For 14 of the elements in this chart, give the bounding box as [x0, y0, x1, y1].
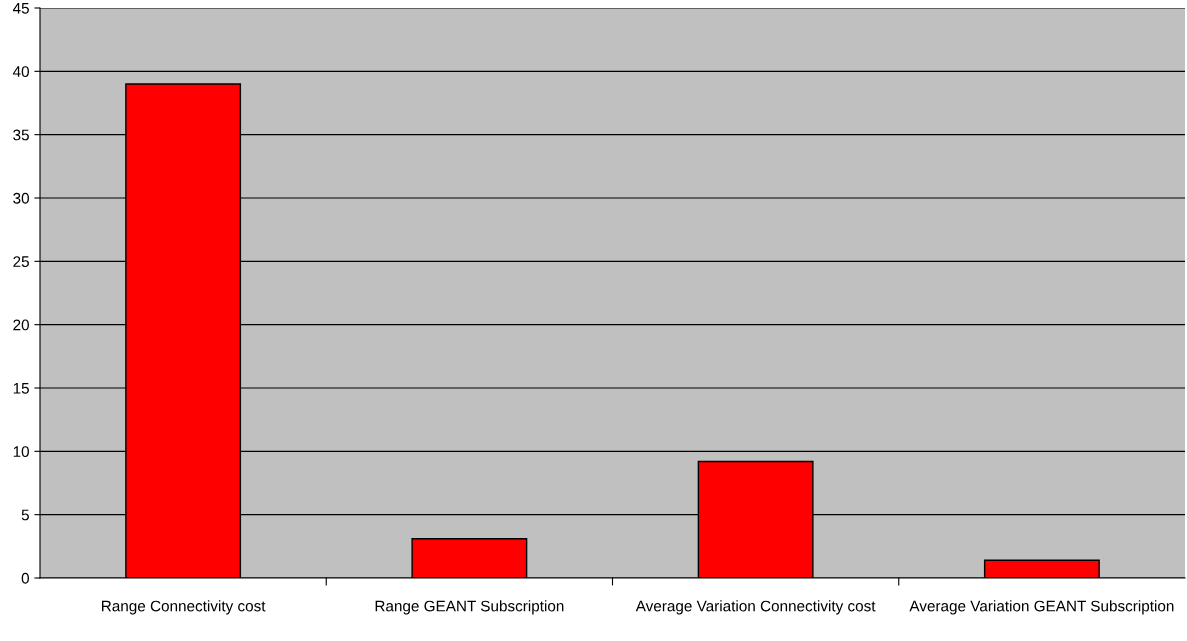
x-tick-label: Average Variation GEANT Subscription [909, 600, 1174, 615]
x-tick-label: Average Variation Connectivity cost [635, 600, 876, 615]
y-tick-label: 0 [21, 572, 29, 584]
y-tick-label: 40 [12, 66, 29, 78]
x-tick-label: Range GEANT Subscription [375, 600, 564, 615]
y-tick-label: 15 [13, 383, 29, 394]
x-tick-label: Range Connectivity cost [102, 600, 266, 615]
y-tick-label: 45 [12, 3, 29, 14]
y-tick-label: 35 [13, 129, 29, 141]
y-tick-label: 30 [13, 192, 29, 204]
y-tick-label: 20 [13, 319, 29, 331]
y-tick-label: 5 [21, 509, 29, 521]
y-tick-label: 10 [13, 446, 29, 458]
y-tick-label: 25 [13, 256, 29, 268]
